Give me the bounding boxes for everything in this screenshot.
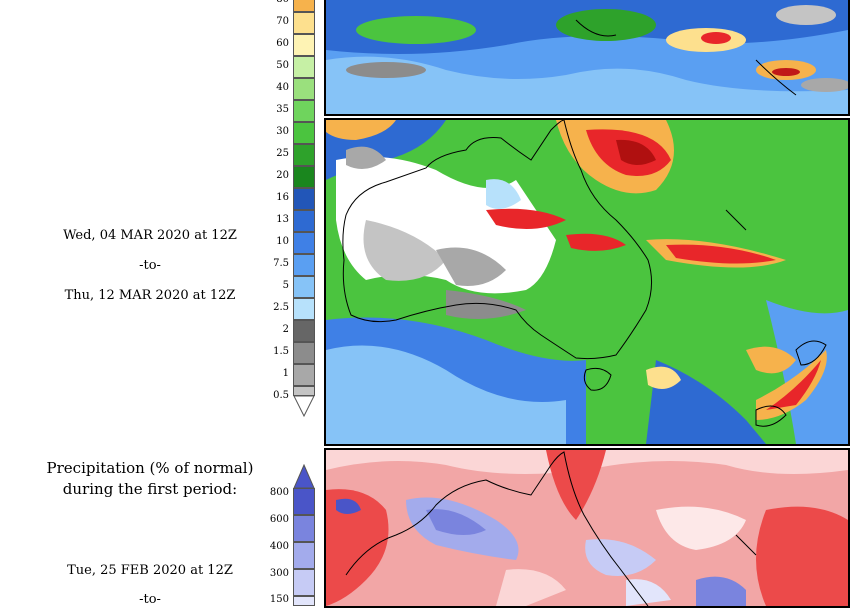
map-panel-previous: [324, 0, 850, 116]
cb-seg-1: [293, 364, 315, 386]
colorbar-min-arrow-icon: [293, 396, 315, 418]
cb-seg-25: [293, 144, 315, 166]
cb-seg-20: [293, 166, 315, 188]
cb-label: 60: [276, 38, 289, 49]
cb-seg-800: [293, 488, 315, 515]
cb-seg-10: [293, 232, 315, 254]
cb-seg-80: [293, 0, 315, 12]
cb-label: 40: [276, 82, 289, 93]
cb-label: 7.5: [273, 258, 289, 269]
cb-label: 16: [276, 192, 289, 203]
cb-seg-7-5: [293, 254, 315, 276]
cb-label: 20: [276, 170, 289, 181]
cb-label: 1.5: [273, 346, 289, 357]
cb-seg-150: [293, 596, 315, 606]
bottom-period-start: Tue, 25 FEB 2020 at 12Z: [67, 563, 233, 578]
top-period-start: Wed, 04 MAR 2020 at 12Z: [63, 228, 237, 243]
cb-label: 35: [276, 104, 289, 115]
cb-seg-600: [293, 515, 315, 542]
anomaly-colorbar: [293, 464, 315, 606]
cb-seg-0-5: [293, 386, 315, 396]
cb-seg-70: [293, 12, 315, 34]
top-period-end: Thu, 12 MAR 2020 at 12Z: [64, 288, 236, 303]
cb-label: 5: [282, 280, 289, 291]
cb-seg-1-5: [293, 342, 315, 364]
cb-seg-2-5: [293, 298, 315, 320]
cb-seg-50: [293, 56, 315, 78]
cb-label: 70: [276, 16, 289, 27]
cb-label: 600: [269, 514, 289, 525]
precip-map-australia: [326, 120, 848, 444]
cb-seg-40: [293, 78, 315, 100]
cb-label: 80: [249, 0, 289, 5]
cb-label: 1: [282, 368, 289, 379]
map-panel-anomaly: [324, 448, 850, 608]
cb-label: 0.5: [273, 390, 289, 401]
cb-label: 2.5: [273, 302, 289, 313]
cb-seg-30: [293, 122, 315, 144]
map-panel-precip: [324, 118, 850, 446]
cb-seg-2: [293, 320, 315, 342]
anomaly-legend-title: Precipitation (% of normal) during the f…: [30, 458, 270, 500]
cb-label: 30: [276, 126, 289, 137]
cb-label: 25: [276, 148, 289, 159]
colorbar-max-arrow-icon: [293, 464, 315, 488]
cb-label: 2: [282, 324, 289, 335]
cb-seg-35: [293, 100, 315, 122]
cb-seg-5: [293, 276, 315, 298]
cb-seg-60: [293, 34, 315, 56]
cb-label: 400: [269, 541, 289, 552]
top-period-separator: -to-: [139, 258, 161, 273]
cb-seg-300: [293, 569, 315, 596]
cb-label: 800: [269, 487, 289, 498]
cb-seg-16: [293, 188, 315, 210]
precip-map-strip: [326, 0, 848, 114]
anomaly-title-line1: Precipitation (% of normal): [46, 459, 254, 477]
cb-label: 13: [276, 214, 289, 225]
cb-seg-400: [293, 542, 315, 569]
anomaly-title-line2: during the first period:: [62, 480, 238, 498]
cb-label: 300: [269, 568, 289, 579]
precip-anomaly-map: [326, 450, 848, 606]
cb-label: 50: [276, 60, 289, 71]
cb-seg-13: [293, 210, 315, 232]
cb-label: 10: [276, 236, 289, 247]
precip-colorbar: [293, 0, 315, 420]
